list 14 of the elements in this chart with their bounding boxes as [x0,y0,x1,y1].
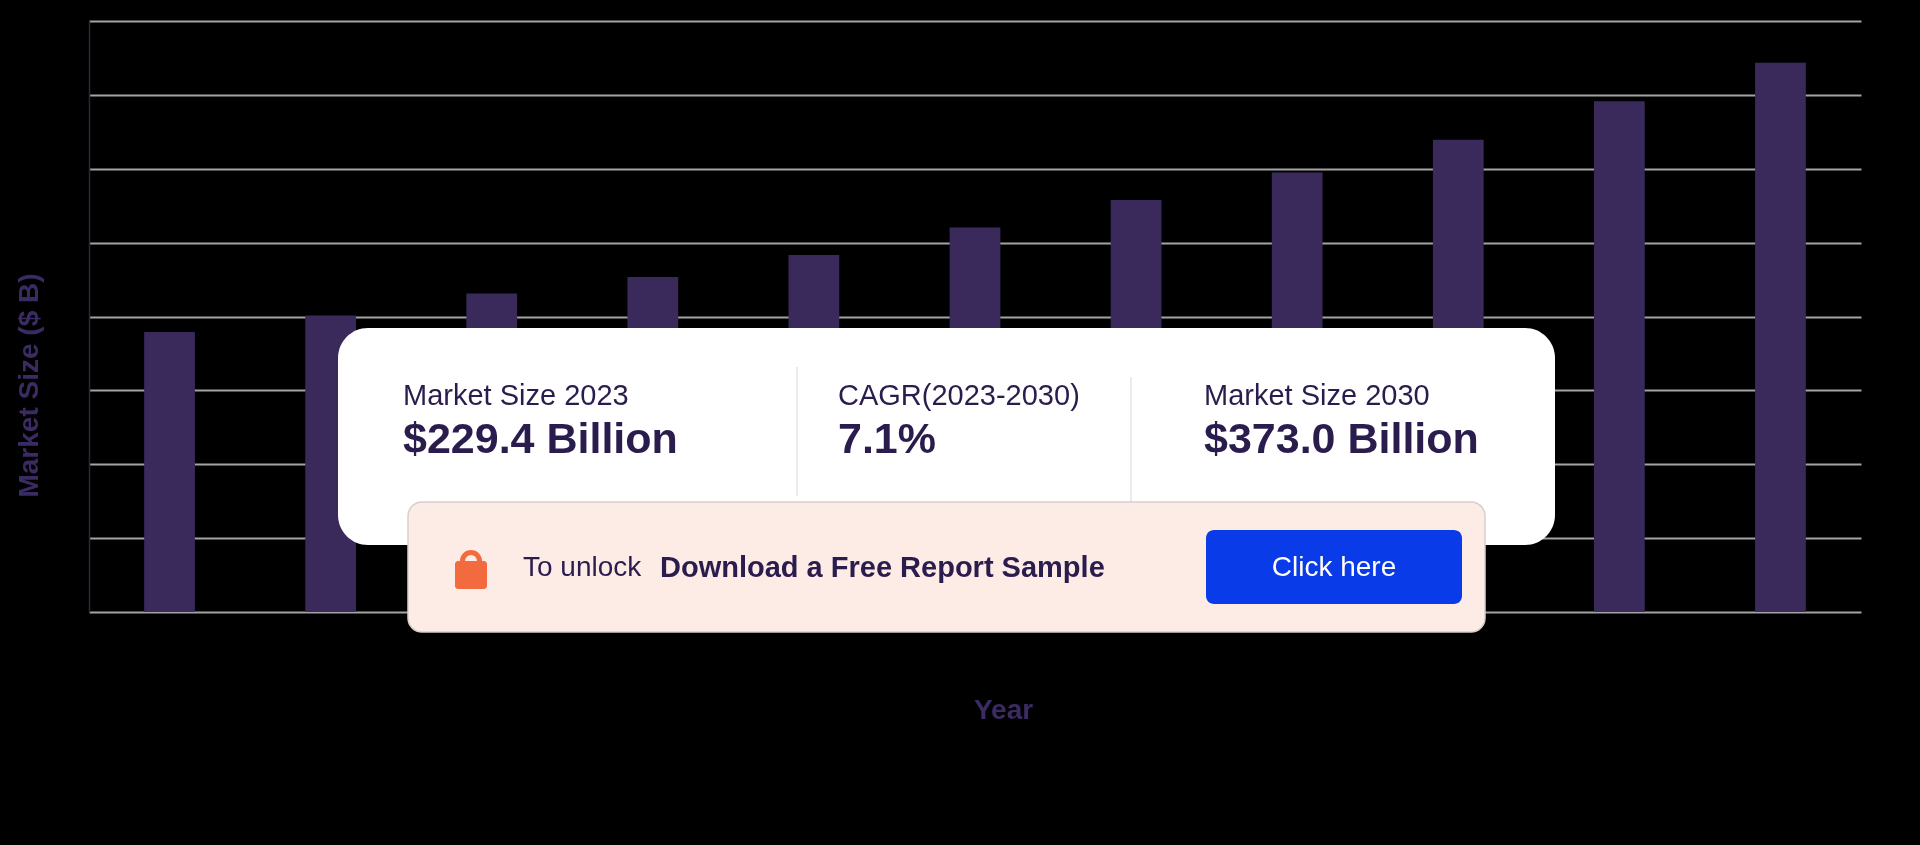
annotation: $373.0 Billion [1204,414,1479,462]
annotation: Click here [1271,551,1397,582]
annotation: Download a Free Report Sample [660,551,1105,583]
bar [1755,62,1806,612]
annotation: Market Size 2023 [403,379,629,411]
annotation: Market Size 2030 [1204,379,1430,411]
annotation: CAGR(2023-2030) [838,379,1080,411]
annotation: 7.1% [838,414,937,462]
bar [1593,101,1645,612]
annotation: To unlock [523,551,643,582]
annotation: $229.4 Billion [403,414,678,462]
y-axis-title: Market Size ($ B) [12,273,44,498]
x-axis-title: Year [973,693,1034,725]
bar [144,331,195,612]
